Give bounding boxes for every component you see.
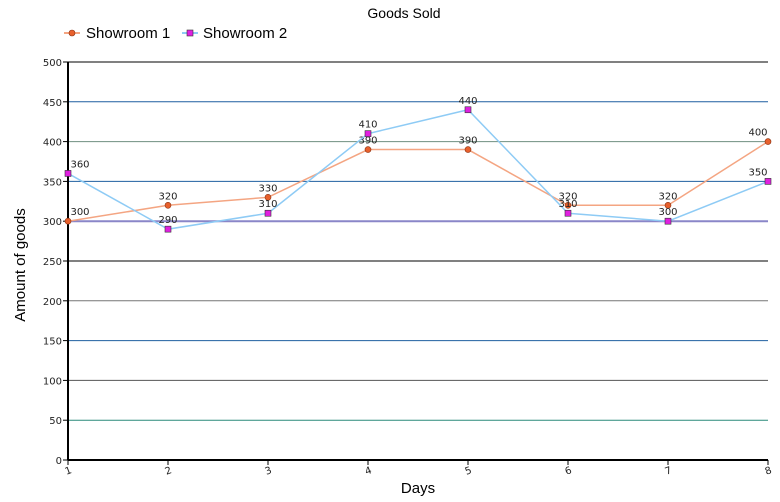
y-tick-label: 100 <box>43 376 62 387</box>
chart-title: Goods Sold <box>367 5 440 21</box>
data-point <box>364 130 372 137</box>
x-tick-label: 5 <box>464 465 474 478</box>
data-point <box>764 178 772 185</box>
data-label: 300 <box>658 207 677 218</box>
series-2: 360 290 310 410 440 310 300 350 <box>64 96 772 233</box>
data-point <box>664 217 672 225</box>
data-label: 330 <box>258 183 277 194</box>
y-tick-label: 350 <box>43 177 62 188</box>
data-label: 320 <box>658 191 677 202</box>
y-tick-label: 300 <box>43 217 62 228</box>
legend-marker-showroom-2 <box>186 29 194 37</box>
data-label: 300 <box>70 207 89 218</box>
data-point <box>364 146 372 153</box>
data-point <box>764 138 772 145</box>
x-tick-label: 6 <box>564 465 574 478</box>
data-point <box>64 217 72 225</box>
y-tick-label: 250 <box>43 257 62 268</box>
data-label: 360 <box>70 159 89 170</box>
y-axis-label: Amount of goods <box>12 208 29 321</box>
data-point <box>264 209 272 217</box>
data-point <box>564 201 572 209</box>
data-label: 390 <box>358 136 377 147</box>
data-label: 320 <box>158 191 177 202</box>
x-axis-label: Days <box>401 480 435 497</box>
data-point <box>464 146 472 153</box>
y-tick-label: 450 <box>43 98 62 109</box>
x-tick-label: 7 <box>664 465 674 478</box>
x-tick-label: 3 <box>264 465 274 478</box>
legend: Showroom 1 Showroom 2 <box>64 25 287 42</box>
y-tick-label: 200 <box>43 297 62 308</box>
data-label: 310 <box>558 199 577 210</box>
x-tick-label: 1 <box>64 465 74 478</box>
data-label: 320 <box>558 191 577 202</box>
legend-label-showroom-1: Showroom 1 <box>86 25 170 42</box>
data-point <box>164 225 172 233</box>
data-point <box>564 209 572 217</box>
y-tick-label: 400 <box>43 138 62 149</box>
x-tick-label: 8 <box>764 465 774 478</box>
x-tick-label: 4 <box>364 465 374 478</box>
data-label: 350 <box>748 167 767 178</box>
y-tick-label: 150 <box>43 337 62 348</box>
y-tick-label: 0 <box>56 456 62 467</box>
data-label: 310 <box>258 199 277 210</box>
data-point <box>464 106 472 114</box>
legend-marker-showroom-1 <box>68 29 76 37</box>
series-line <box>67 140 769 222</box>
data-label: 290 <box>158 215 177 226</box>
series-line <box>67 108 769 230</box>
data-label: 410 <box>358 120 377 131</box>
data-point <box>64 170 72 177</box>
data-label: 390 <box>458 136 477 147</box>
data-point <box>264 194 272 201</box>
y-tick-label: 500 <box>43 58 62 69</box>
series-1: 300 320 330 390 390 320 320 400 <box>64 128 772 225</box>
legend-label-showroom-2: Showroom 2 <box>203 25 287 42</box>
x-tick-label: 2 <box>164 465 174 478</box>
data-point <box>664 201 672 209</box>
data-label: 440 <box>458 96 477 107</box>
y-tick-label: 50 <box>49 416 62 427</box>
data-point <box>164 201 172 209</box>
data-label: 400 <box>748 128 767 139</box>
